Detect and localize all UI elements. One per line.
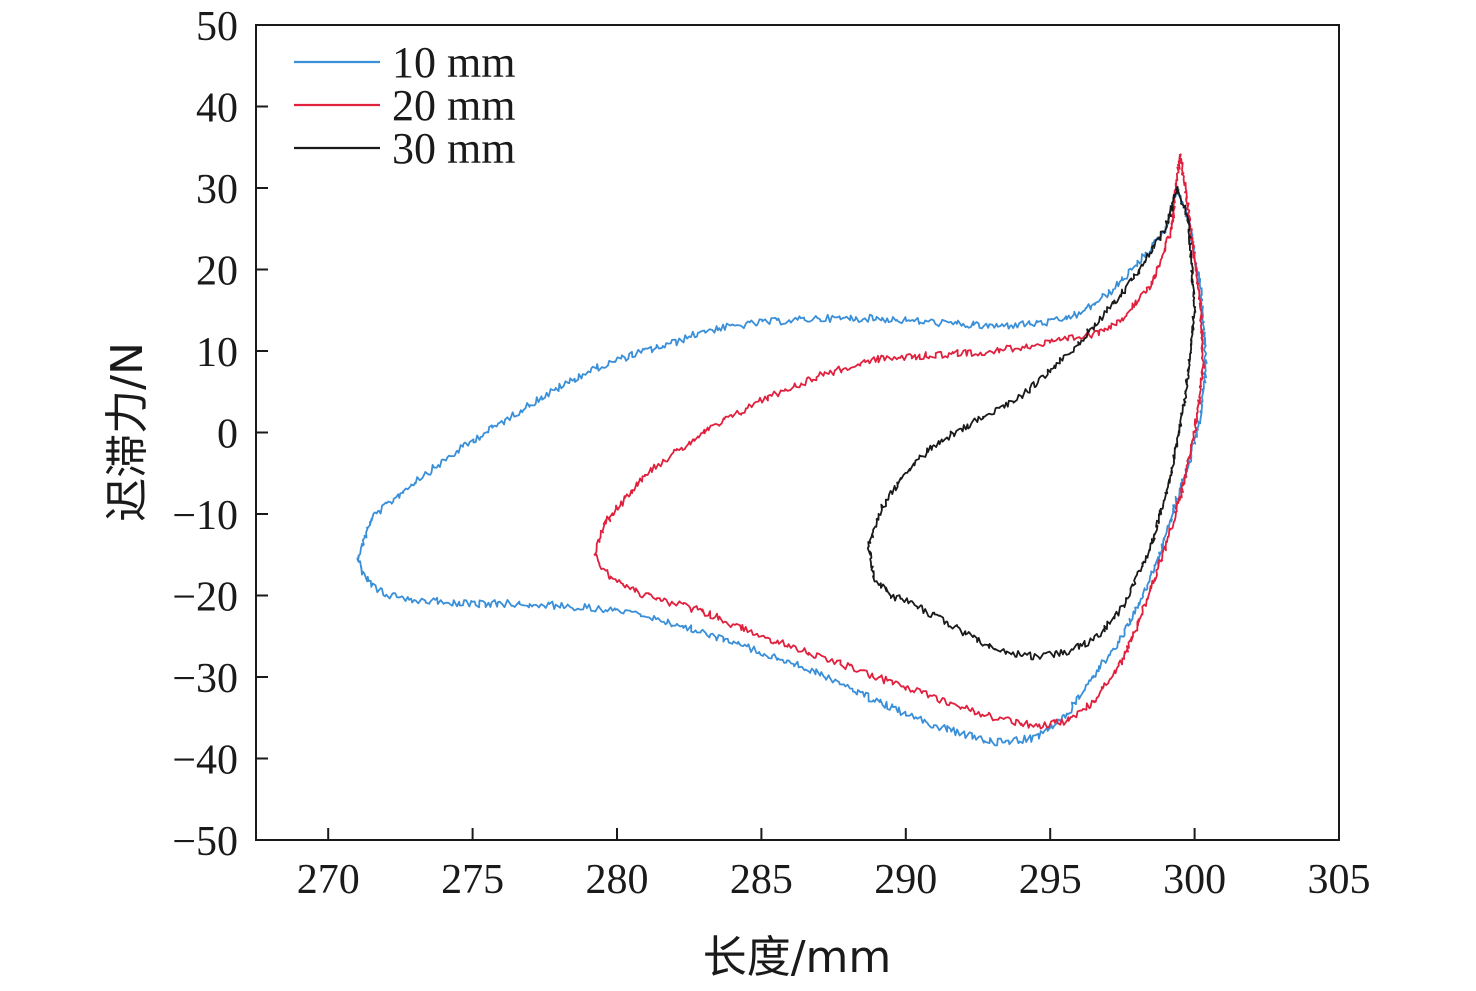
y-tick-label: 20 bbox=[196, 249, 238, 295]
series-group bbox=[356, 153, 1208, 747]
legend-label-3: 30 mm bbox=[392, 124, 515, 173]
y-tick-label: −30 bbox=[172, 656, 238, 702]
x-axis-label: 长度/mm bbox=[703, 932, 892, 983]
x-tick-label: 270 bbox=[297, 857, 360, 903]
series-line-2 bbox=[593, 153, 1206, 730]
x-axis: 270 275 280 285 290 295 300 305 bbox=[297, 828, 1371, 903]
y-tick-label: 50 bbox=[196, 4, 238, 50]
y-tick-label: −10 bbox=[172, 493, 238, 539]
x-tick-label: 305 bbox=[1308, 857, 1371, 903]
x-tick-label: 285 bbox=[730, 857, 793, 903]
x-tick-label: 300 bbox=[1163, 857, 1226, 903]
x-tick-label: 295 bbox=[1019, 857, 1082, 903]
x-tick-label: 290 bbox=[874, 857, 937, 903]
y-tick-label: −20 bbox=[172, 575, 238, 621]
y-axis: −50 −40 −30 −20 −10 0 10 20 30 40 50 bbox=[172, 4, 268, 865]
y-tick-label: 10 bbox=[196, 330, 238, 376]
y-tick-label: 40 bbox=[196, 86, 238, 132]
y-tick-label: 0 bbox=[217, 412, 238, 458]
legend-label-1: 10 mm bbox=[392, 38, 515, 87]
y-tick-label: −40 bbox=[172, 738, 238, 784]
y-axis-label: 迟滞力/N bbox=[102, 342, 153, 522]
series-line-1 bbox=[356, 185, 1208, 747]
series-line-3 bbox=[866, 185, 1197, 661]
x-tick-label: 275 bbox=[441, 857, 504, 903]
y-tick-label: −50 bbox=[172, 819, 238, 865]
x-tick-label: 280 bbox=[586, 857, 649, 903]
legend-label-2: 20 mm bbox=[392, 81, 515, 130]
y-tick-label: 30 bbox=[196, 167, 238, 213]
